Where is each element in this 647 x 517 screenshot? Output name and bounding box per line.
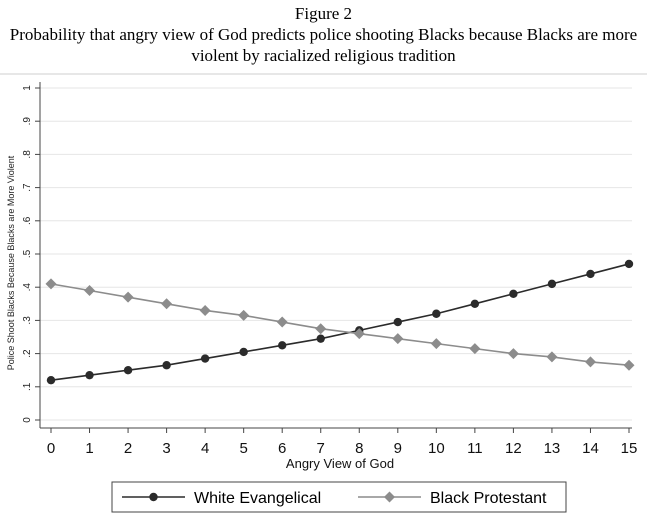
- x-tick-label: 0: [47, 440, 55, 457]
- y-axis-label: Police Shoot Blacks Because Blacks are M…: [6, 155, 16, 370]
- data-point: [586, 269, 595, 279]
- data-point: [278, 341, 287, 350]
- data-point: [624, 259, 634, 269]
- data-point: [509, 289, 518, 299]
- x-tick-label: 7: [317, 440, 325, 457]
- y-tick-label: .2: [22, 349, 33, 358]
- data-point: [430, 338, 442, 350]
- data-point: [122, 291, 134, 303]
- series-markers: [45, 259, 635, 385]
- y-tick-label: .9: [22, 117, 33, 126]
- y-tick-label: .3: [22, 316, 33, 325]
- data-point: [584, 356, 596, 368]
- x-tick-label: 4: [201, 440, 209, 457]
- series-line: [50, 283, 630, 367]
- data-point: [546, 351, 558, 363]
- data-point: [199, 304, 211, 316]
- data-point: [469, 343, 481, 355]
- x-tick-label: 9: [394, 440, 402, 457]
- y-tick-label: 1: [22, 85, 33, 91]
- x-tick-label: 5: [239, 440, 247, 457]
- y-axis-ticks: 0 .1 .2 .3 .4 .5 .6 .7 .8 .9 1: [22, 85, 40, 423]
- data-point: [432, 309, 441, 318]
- y-tick-label: .1: [22, 382, 33, 391]
- data-point: [276, 316, 288, 328]
- y-tick-label: 0: [22, 417, 33, 423]
- data-point: [162, 361, 171, 370]
- x-tick-label: 10: [428, 440, 445, 457]
- x-tick-label: 2: [124, 440, 132, 457]
- x-tick-label: 8: [355, 440, 363, 457]
- data-point: [239, 347, 248, 357]
- series-line: [50, 263, 630, 381]
- x-tick-label: 13: [544, 440, 561, 457]
- x-tick-label: 12: [505, 440, 522, 457]
- data-point: [200, 354, 210, 363]
- x-tick-label: 6: [278, 440, 286, 457]
- axes: [39, 82, 632, 429]
- data-point: [392, 333, 404, 345]
- y-tick-label: .4: [22, 283, 33, 292]
- data-point: [45, 278, 57, 290]
- y-tick-label: .6: [22, 216, 33, 225]
- data-point: [353, 328, 365, 340]
- legend-label: White Evangelical: [194, 490, 321, 507]
- legend-box: [111, 481, 567, 513]
- legend: White Evangelical Black Protestant: [111, 481, 567, 513]
- data-point: [470, 299, 480, 308]
- x-tick-label: 11: [467, 440, 483, 457]
- y-tick-label: .7: [22, 183, 33, 192]
- data-point: [238, 309, 250, 321]
- figure-label: Figure 2: [294, 4, 353, 23]
- legend-label: Black Protestant: [430, 490, 547, 507]
- data-point: [393, 317, 402, 327]
- data-point: [46, 375, 56, 385]
- data-point: [507, 348, 519, 360]
- grid-lines: [40, 87, 632, 421]
- x-tick-label: 14: [582, 440, 599, 457]
- figure-title-line-1: Probability that angry view of God predi…: [9, 25, 638, 44]
- x-tick-label: 1: [85, 440, 93, 457]
- data-point: [123, 366, 133, 375]
- data-point: [547, 279, 557, 289]
- x-tick-label: 3: [162, 440, 170, 457]
- data-point: [85, 370, 94, 380]
- data-point: [623, 359, 635, 371]
- y-tick-label: .5: [22, 249, 33, 258]
- figure-title-line-2: violent by racialized religious traditio…: [191, 46, 456, 65]
- x-axis-label: Angry View of God: [286, 456, 394, 471]
- series-lines: [50, 263, 630, 381]
- x-tick-label: 15: [621, 440, 638, 457]
- data-point: [316, 334, 325, 343]
- data-point: [315, 323, 327, 335]
- legend-marker: [384, 491, 395, 503]
- data-point: [161, 298, 173, 310]
- data-point: [84, 285, 96, 297]
- x-axis-ticks: 0 1 2 3 4 5 6 7 8 9 10 11 12 13 14 15: [47, 428, 638, 457]
- y-tick-label: .8: [22, 150, 33, 159]
- legend-marker: [149, 492, 158, 502]
